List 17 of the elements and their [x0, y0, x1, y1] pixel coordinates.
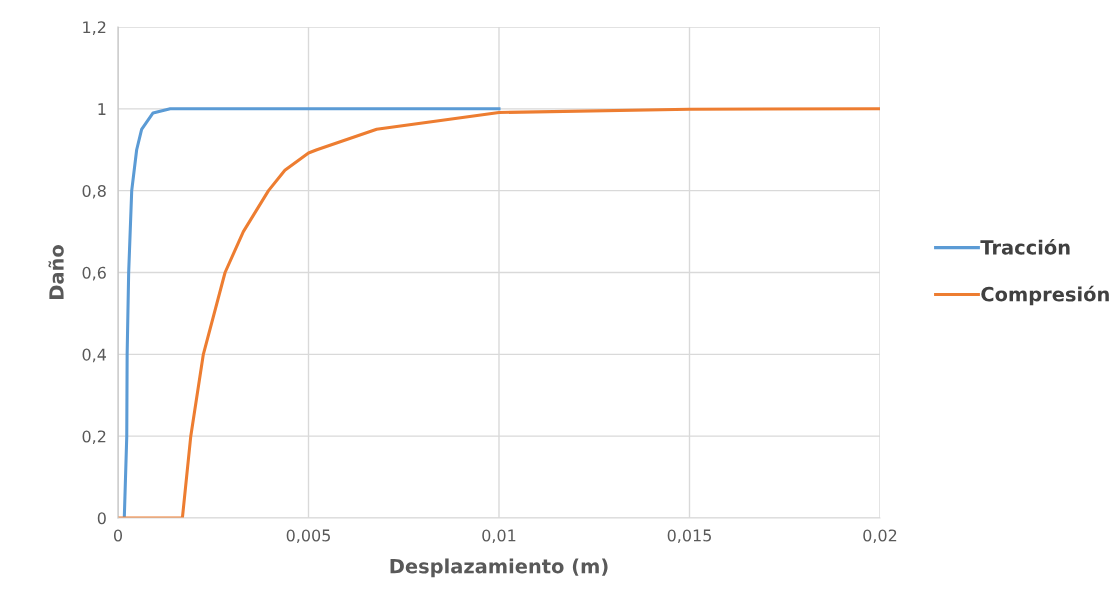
y-tick-label: 0,6: [82, 266, 106, 281]
x-tick-label: 0,005: [286, 529, 330, 544]
x-tick-label: 0: [113, 529, 123, 542]
y-tick-label: 1: [98, 103, 106, 115]
legend-label: Compresión: [981, 285, 1109, 306]
x-tick-label: 0,01: [482, 529, 516, 544]
y-tick-label: 0,2: [82, 430, 106, 445]
y-axis-title: Daño: [48, 245, 64, 299]
legend-label: Tracción: [980, 238, 1070, 255]
x-axis-title: Desplazamiento (m): [390, 558, 608, 578]
y-tick-label: 0,8: [82, 184, 106, 199]
x-tick-label: 0,02: [863, 529, 897, 544]
x-tick-label: 0,015: [667, 529, 711, 544]
y-tick-label: 1,2: [83, 21, 106, 35]
y-tick-label: 0,4: [82, 348, 106, 363]
y-tick-label: 0: [97, 512, 106, 525]
line-series: [122, 107, 501, 518]
